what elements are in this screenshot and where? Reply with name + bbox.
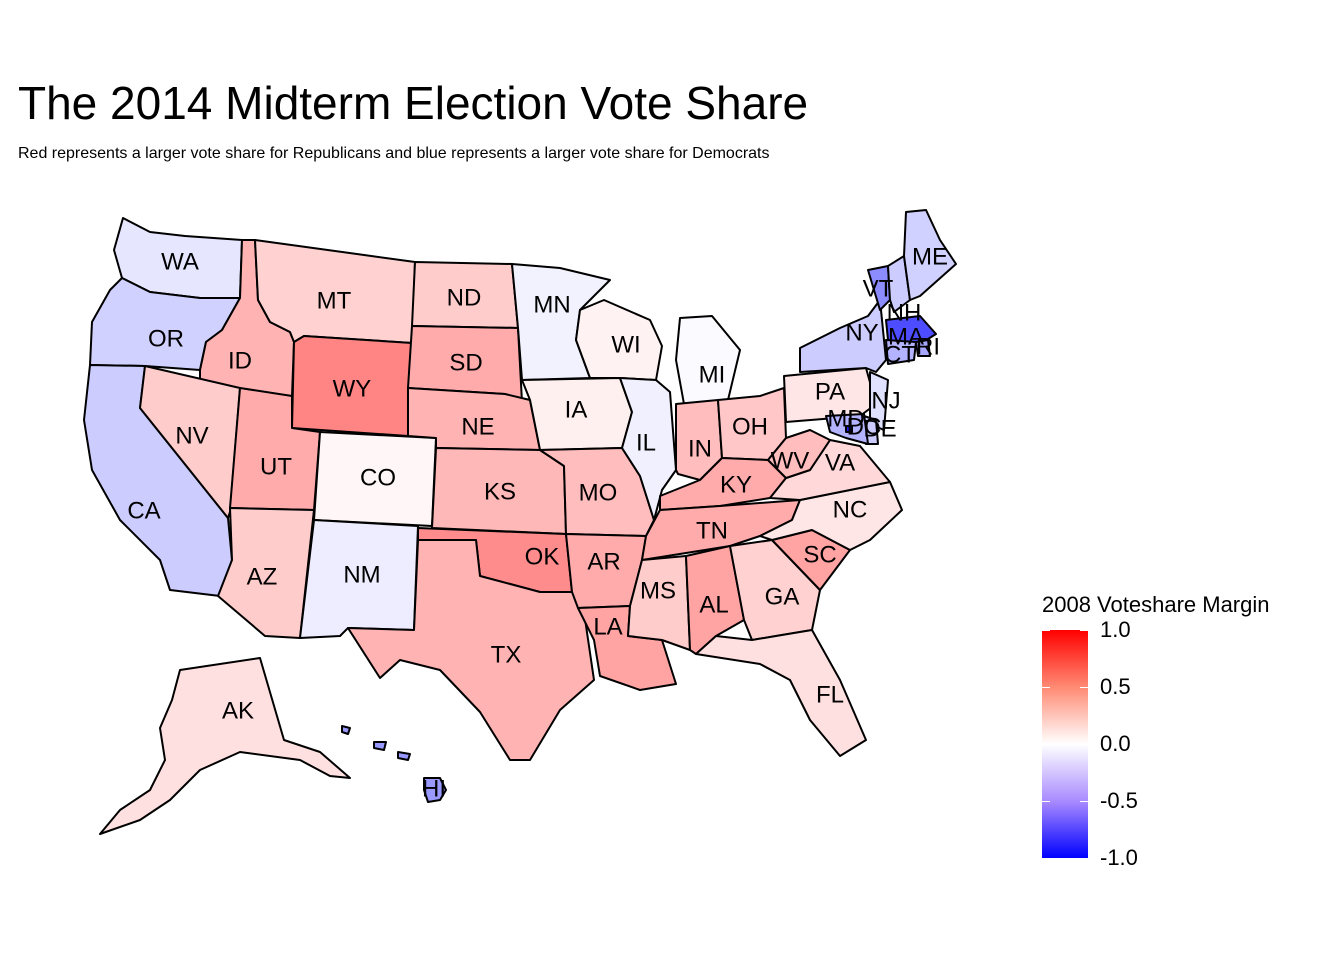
state-label-il: IL [636, 429, 656, 456]
state-tx [347, 539, 595, 761]
map-subtitle: Red represents a larger vote share for R… [18, 145, 770, 162]
hawaii-islands [341, 725, 411, 761]
state-mi [675, 315, 741, 405]
state-ma [885, 315, 937, 345]
state-label-ms: MS [640, 577, 676, 604]
state-me [903, 209, 957, 301]
state-label-dc: DC [847, 413, 882, 440]
legend-tick-label: -0.5 [1100, 788, 1138, 813]
state-label-mt: MT [317, 287, 352, 314]
legend-tick-mark [1080, 744, 1088, 745]
legend-tick-mark [1080, 858, 1088, 859]
legend-tick-label: -1.0 [1100, 845, 1138, 870]
state-label-or: OR [148, 325, 184, 352]
legend-tick-mark [1080, 687, 1088, 688]
state-label-md: MD [827, 405, 864, 432]
state-label-me: ME [912, 243, 948, 270]
state-label-nj: NJ [871, 387, 900, 414]
state-label-hi: HI [422, 775, 446, 802]
state-label-ny: NY [845, 319, 878, 346]
state-hi [423, 777, 447, 803]
state-label-vt: VT [863, 275, 894, 302]
state-label-de: DE [863, 415, 896, 442]
legend-tick-label: 1.0 [1100, 617, 1131, 642]
state-label-al: AL [699, 591, 728, 618]
state-label-mn: MN [533, 291, 570, 318]
state-label-ri: RI [916, 333, 940, 360]
legend-tick-mark [1042, 630, 1050, 631]
state-label-pa: PA [815, 378, 845, 405]
state-nh [887, 255, 911, 313]
state-ny [799, 299, 887, 373]
state-label-la: LA [593, 613, 622, 640]
states-layer [83, 209, 957, 835]
state-label-mi: MI [699, 361, 726, 388]
state-fl [695, 629, 867, 757]
state-dc [845, 425, 853, 433]
legend-tick-label: 0.5 [1100, 674, 1131, 699]
state-label-ar: AR [587, 548, 620, 575]
state-label-tx: TX [491, 641, 522, 668]
state-label-mo: MO [579, 479, 618, 506]
state-label-wi: WI [611, 331, 640, 358]
state-label-az: AZ [247, 563, 278, 590]
state-wy [291, 335, 413, 437]
legend-tick-mark [1042, 744, 1050, 745]
state-label-tn: TN [696, 517, 728, 544]
state-label-ut: UT [260, 453, 292, 480]
state-label-sd: SD [449, 349, 482, 376]
state-hi [373, 741, 387, 751]
legend-tick-mark [1042, 858, 1050, 859]
state-label-wy: WY [333, 375, 372, 402]
state-il [619, 377, 677, 521]
state-wv [767, 429, 831, 479]
state-label-ga: GA [765, 583, 800, 610]
legend-tick-mark [1042, 687, 1050, 688]
legend-tick-mark [1042, 801, 1050, 802]
state-label-ca: CA [127, 497, 160, 524]
state-nj [869, 371, 889, 431]
state-hi [341, 725, 351, 735]
state-label-nv: NV [175, 422, 208, 449]
state-label-wa: WA [161, 248, 199, 275]
state-labels: WA OR CA ID NV MT WY UT AZ CO NM ND SD NE KS OK TX MN IA MO… [127, 243, 948, 802]
state-label-ak: AK [222, 697, 254, 724]
state-label-in: IN [688, 435, 712, 462]
state-label-id: ID [228, 347, 252, 374]
legend-title: 2008 Voteshare Margin [1042, 592, 1270, 617]
state-nv [139, 365, 241, 519]
state-label-co: CO [360, 464, 396, 491]
state-label-ok: OK [525, 543, 560, 570]
state-label-va: VA [825, 449, 855, 476]
state-label-fl: FL [816, 681, 844, 708]
state-ct [885, 339, 917, 365]
legend-tick-label: 0.0 [1100, 731, 1131, 756]
state-label-nc: NC [833, 496, 868, 523]
state-ri [915, 339, 931, 357]
state-label-ky: KY [720, 471, 752, 498]
state-label-ne: NE [461, 413, 494, 440]
state-label-ks: KS [484, 478, 516, 505]
state-label-ia: IA [565, 396, 588, 423]
legend-tick-mark [1080, 630, 1088, 631]
state-ak [99, 657, 351, 835]
state-label-nh: NH [887, 299, 922, 326]
state-label-nm: NM [343, 561, 380, 588]
legend-tick-mark [1080, 801, 1088, 802]
state-label-oh: OH [732, 413, 768, 440]
state-label-nd: ND [447, 284, 482, 311]
state-label-ct: CT [884, 341, 916, 368]
map-title: The 2014 Midterm Election Vote Share [18, 77, 809, 129]
state-label-wv: WV [771, 447, 810, 474]
state-label-sc: SC [803, 541, 836, 568]
state-hi [397, 751, 411, 761]
state-label-ma: MA [888, 323, 924, 350]
